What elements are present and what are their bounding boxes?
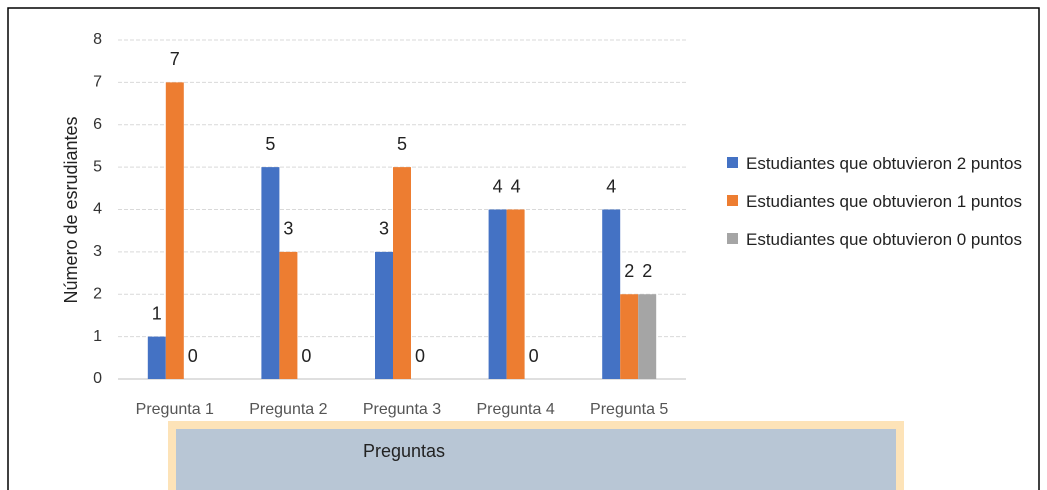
x-tick-label: Pregunta 5 bbox=[590, 401, 668, 418]
background-image bbox=[168, 421, 904, 490]
data-label: 4 bbox=[493, 176, 503, 196]
data-label: 2 bbox=[624, 261, 634, 281]
legend-swatch bbox=[727, 195, 738, 206]
data-label: 2 bbox=[642, 261, 652, 281]
data-label: 4 bbox=[606, 176, 616, 196]
bar bbox=[506, 209, 525, 379]
y-tick-label: 7 bbox=[93, 74, 102, 91]
y-axis-label: Número de esrudiantes bbox=[61, 116, 81, 303]
legend-label: Estudiantes que obtuvieron 1 puntos bbox=[746, 192, 1022, 211]
legend-swatch bbox=[727, 233, 738, 244]
legend-item: Estudiantes que obtuvieron 1 puntos bbox=[727, 190, 1027, 214]
data-label: 0 bbox=[301, 346, 311, 366]
legend: Estudiantes que obtuvieron 2 puntos Estud… bbox=[727, 152, 1027, 266]
legend-swatch bbox=[727, 157, 738, 168]
legend-label: Estudiantes que obtuvieron 0 puntos bbox=[746, 230, 1022, 249]
x-tick-label: Pregunta 1 bbox=[136, 401, 214, 418]
chart-border bbox=[7, 7, 1040, 490]
legend-label: Estudiantes que obtuvieron 2 puntos bbox=[746, 154, 1022, 173]
y-tick-label: 1 bbox=[93, 328, 102, 345]
bar bbox=[147, 336, 166, 379]
y-tick-label: 0 bbox=[93, 370, 102, 387]
x-tick-label: Pregunta 3 bbox=[363, 401, 441, 418]
legend-item: Estudiantes que obtuvieron 0 puntos bbox=[727, 228, 1027, 252]
bar bbox=[261, 167, 280, 379]
bar bbox=[620, 294, 639, 379]
bar bbox=[279, 251, 298, 379]
y-tick-label: 3 bbox=[93, 243, 102, 260]
bar bbox=[602, 209, 621, 379]
data-label: 3 bbox=[379, 219, 389, 239]
data-label: 5 bbox=[397, 134, 407, 154]
y-tick-label: 5 bbox=[93, 158, 102, 175]
bar bbox=[488, 209, 507, 379]
y-tick-label: 4 bbox=[93, 201, 102, 218]
y-tick-label: 2 bbox=[93, 285, 102, 302]
y-tick-label: 8 bbox=[93, 31, 102, 48]
bar bbox=[375, 251, 393, 379]
y-tick-label: 6 bbox=[93, 116, 102, 133]
bar bbox=[165, 82, 184, 379]
data-label: 3 bbox=[283, 219, 293, 239]
data-label: 0 bbox=[188, 346, 198, 366]
data-label: 4 bbox=[511, 176, 521, 196]
legend-item: Estudiantes que obtuvieron 2 puntos bbox=[727, 152, 1027, 176]
data-label: 1 bbox=[152, 303, 162, 323]
data-label: 5 bbox=[265, 134, 275, 154]
bar bbox=[393, 167, 411, 379]
x-tick-label: Pregunta 2 bbox=[249, 401, 327, 418]
data-label: 7 bbox=[170, 49, 180, 69]
data-label: 0 bbox=[415, 346, 425, 366]
data-label: 0 bbox=[529, 346, 539, 366]
x-axis-label: Preguntas bbox=[363, 441, 445, 461]
x-tick-label: Pregunta 4 bbox=[476, 401, 554, 418]
bar bbox=[638, 294, 657, 379]
